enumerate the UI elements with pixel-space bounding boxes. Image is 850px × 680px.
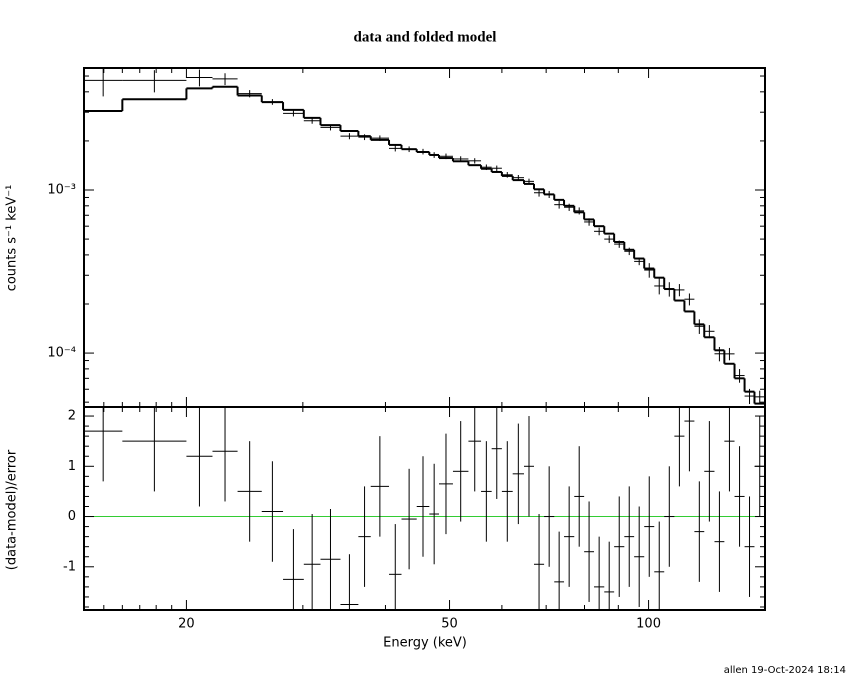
chart-title: data and folded model xyxy=(354,29,497,45)
y-tick-label: 1 xyxy=(68,459,76,474)
x-tick-label: 100 xyxy=(636,617,661,632)
y-tick-label: 2 xyxy=(68,409,76,424)
y-axis-label: (data-model)/error xyxy=(5,449,20,570)
panel-frame xyxy=(83,67,766,408)
y-tick-label: 10⁻⁴ xyxy=(47,346,76,361)
y-tick-label: 0 xyxy=(68,509,76,524)
x-axis-label: Energy (keV) xyxy=(383,636,467,651)
footer: allen 19-Oct-2024 18:14 xyxy=(724,665,846,676)
x-tick-label: 50 xyxy=(441,617,458,632)
y-tick-label: -1 xyxy=(63,559,76,574)
panel-frame xyxy=(83,406,766,611)
y-axis-label: counts s⁻¹ keV⁻¹ xyxy=(5,185,20,292)
y-tick-label: 10⁻³ xyxy=(47,183,76,198)
x-tick-label: 20 xyxy=(178,617,195,632)
